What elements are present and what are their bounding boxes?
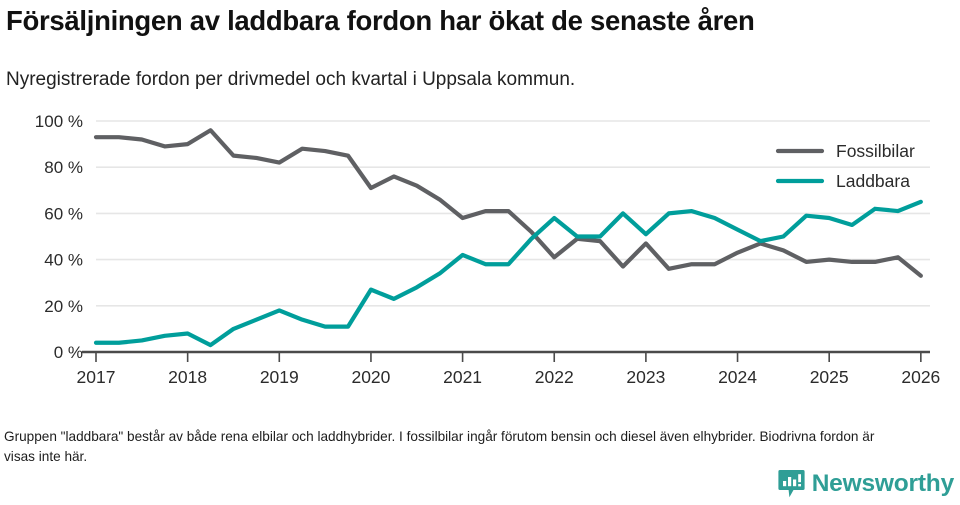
y-axis-tick-label: 20 %: [44, 297, 83, 316]
y-axis-tick-label: 60 %: [44, 204, 83, 223]
series-line-laddbara: [93, 199, 923, 348]
y-axis-tick-label: 40 %: [44, 251, 83, 270]
x-axis-tick-label: 2025: [810, 367, 849, 387]
legend-label-fossilbilar: Fossilbilar: [836, 141, 915, 161]
x-axis-tick-label: 2019: [260, 367, 299, 387]
chart-footnote: Gruppen "laddbara" består av både rena e…: [4, 429, 875, 464]
newsworthy-logo: Newsworthy: [778, 468, 954, 500]
y-axis-tick-label: 80 %: [44, 158, 83, 177]
x-axis-tick-label: 2018: [168, 367, 207, 387]
legend-label-laddbara: Laddbara: [836, 171, 910, 191]
page-title: Försäljningen av laddbara fordon har öka…: [6, 5, 755, 36]
logo-wordmark: Newsworthy: [811, 470, 955, 497]
bar-chart-speech-bubble-icon: [778, 469, 805, 499]
series-line-fossilbilar: [93, 128, 923, 278]
x-axis-tick-label: 2026: [901, 367, 940, 387]
x-axis-tick-label: 2020: [351, 367, 390, 387]
x-axis-tick-label: 2021: [443, 367, 482, 387]
y-axis-tick-label: 0 %: [54, 343, 83, 362]
x-axis-tick-label: 2023: [626, 367, 665, 387]
chart-canvas: 0 % 20 % 40 % 60 % 80 % 100 % 2017 2018 2019 2020…: [35, 112, 941, 387]
x-axis-tick-label: 2022: [535, 367, 574, 387]
line-chart: 0 % 20 % 40 % 60 % 80 % 100 % 2017 2018 2019 2020…: [0, 105, 960, 390]
x-axis-tick-label: 2017: [77, 367, 116, 387]
y-axis-tick-label: 100 %: [35, 112, 83, 131]
page-subtitle: Nyregistrerade fordon per drivmedel och …: [6, 69, 576, 90]
x-axis-tick-label: 2024: [718, 367, 757, 387]
